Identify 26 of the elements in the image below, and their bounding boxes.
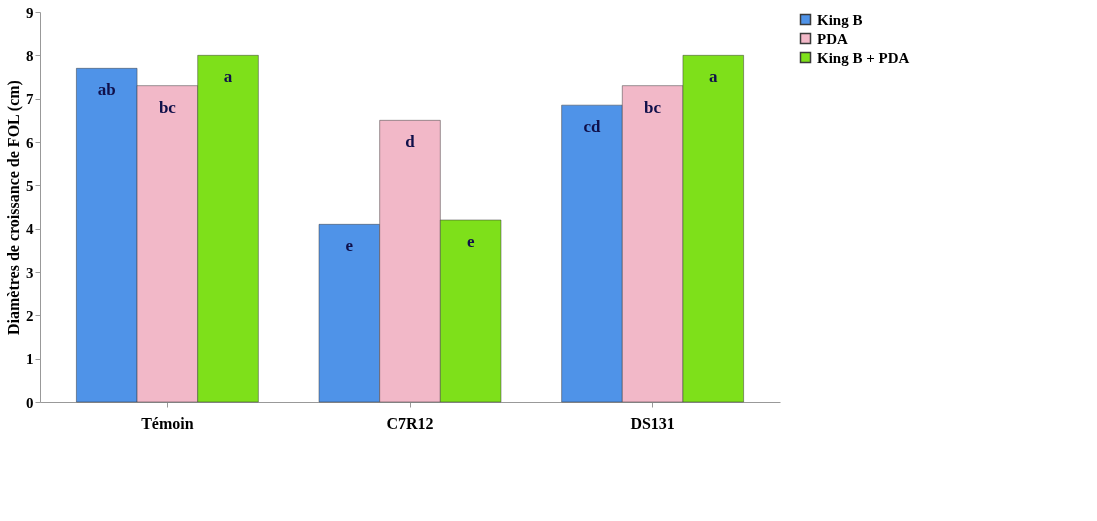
data-label: e — [466, 232, 475, 251]
y-tick-label: 3 — [26, 264, 34, 281]
y-tick-label: 5 — [26, 177, 34, 194]
y-tick-label: 1 — [26, 351, 34, 368]
y-tick-label: 7 — [26, 91, 34, 108]
data-label: a — [223, 67, 233, 87]
y-tick-label: 9 — [26, 4, 34, 21]
data-label: d — [405, 132, 416, 152]
x-tick-label: Témoin — [141, 414, 194, 432]
y-tick-label: 2 — [26, 307, 34, 324]
x-tick-label: DS131 — [630, 414, 675, 432]
data-label: ab — [97, 80, 116, 100]
x-tick-label: C7R12 — [386, 414, 434, 432]
y-tick-label: 4 — [26, 221, 34, 238]
data-label: cd — [583, 117, 602, 137]
legend-label: PDA — [817, 30, 848, 47]
data-label: a — [709, 67, 719, 87]
y-tick-label: 0 — [26, 394, 34, 411]
data-label: e — [345, 236, 354, 256]
data-label: bc — [644, 97, 662, 117]
legend-label: King B — [817, 11, 863, 28]
y-axis-title: Diamètres de croissance de FOL (cm) — [5, 80, 23, 335]
data-label: bc — [158, 97, 177, 117]
legend-label: King B + PDA — [817, 49, 910, 66]
y-tick-label: 8 — [26, 47, 34, 64]
y-tick-label: 6 — [26, 134, 34, 151]
